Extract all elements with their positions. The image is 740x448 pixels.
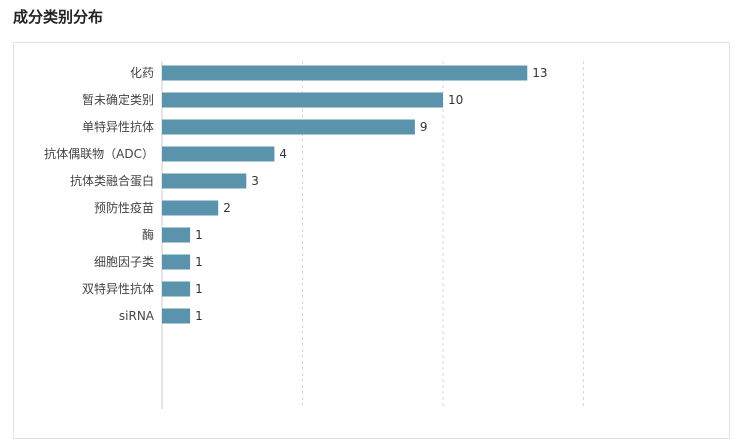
category-label: 单特异性抗体 <box>82 119 154 134</box>
data-label: 2 <box>223 201 231 215</box>
bar[interactable] <box>162 92 443 108</box>
bar[interactable] <box>162 281 191 297</box>
bar[interactable] <box>162 200 219 216</box>
category-label: 抗体类融合蛋白 <box>70 173 154 188</box>
category-label: siRNA <box>119 309 155 323</box>
category-label: 双特异性抗体 <box>82 281 154 296</box>
bar[interactable] <box>162 227 191 243</box>
bar[interactable] <box>162 173 247 189</box>
bar[interactable] <box>162 254 191 270</box>
category-label: 抗体偶联物（ADC） <box>44 146 154 161</box>
data-label: 1 <box>195 309 203 323</box>
bar[interactable] <box>162 65 528 81</box>
bar[interactable] <box>162 308 191 324</box>
category-label: 暂未确定类别 <box>82 92 154 107</box>
data-label: 1 <box>195 282 203 296</box>
data-label: 10 <box>448 93 463 107</box>
category-label: 细胞因子类 <box>94 255 154 269</box>
data-label: 9 <box>420 120 428 134</box>
data-label: 1 <box>195 255 203 269</box>
data-label: 1 <box>195 228 203 242</box>
data-label: 4 <box>279 147 287 161</box>
page-title: 成分类别分布 <box>13 8 104 26</box>
data-label: 13 <box>532 66 547 80</box>
category-label: 化药 <box>130 66 154 80</box>
bar[interactable] <box>162 119 415 135</box>
chart-panel: 化药 13 暂未确定类别 10 单特异性抗体 9 抗体偶联物（ADC） 4 抗体类融合蛋白 3 预防… <box>13 42 730 439</box>
category-label: 酶 <box>142 227 154 242</box>
data-label: 3 <box>251 174 259 188</box>
bar-chart: 化药 13 暂未确定类别 10 单特异性抗体 9 抗体偶联物（ADC） 4 抗体类融合蛋白 3 预防… <box>44 61 584 409</box>
category-label: 预防性疫苗 <box>94 200 154 215</box>
bar[interactable] <box>162 146 275 162</box>
